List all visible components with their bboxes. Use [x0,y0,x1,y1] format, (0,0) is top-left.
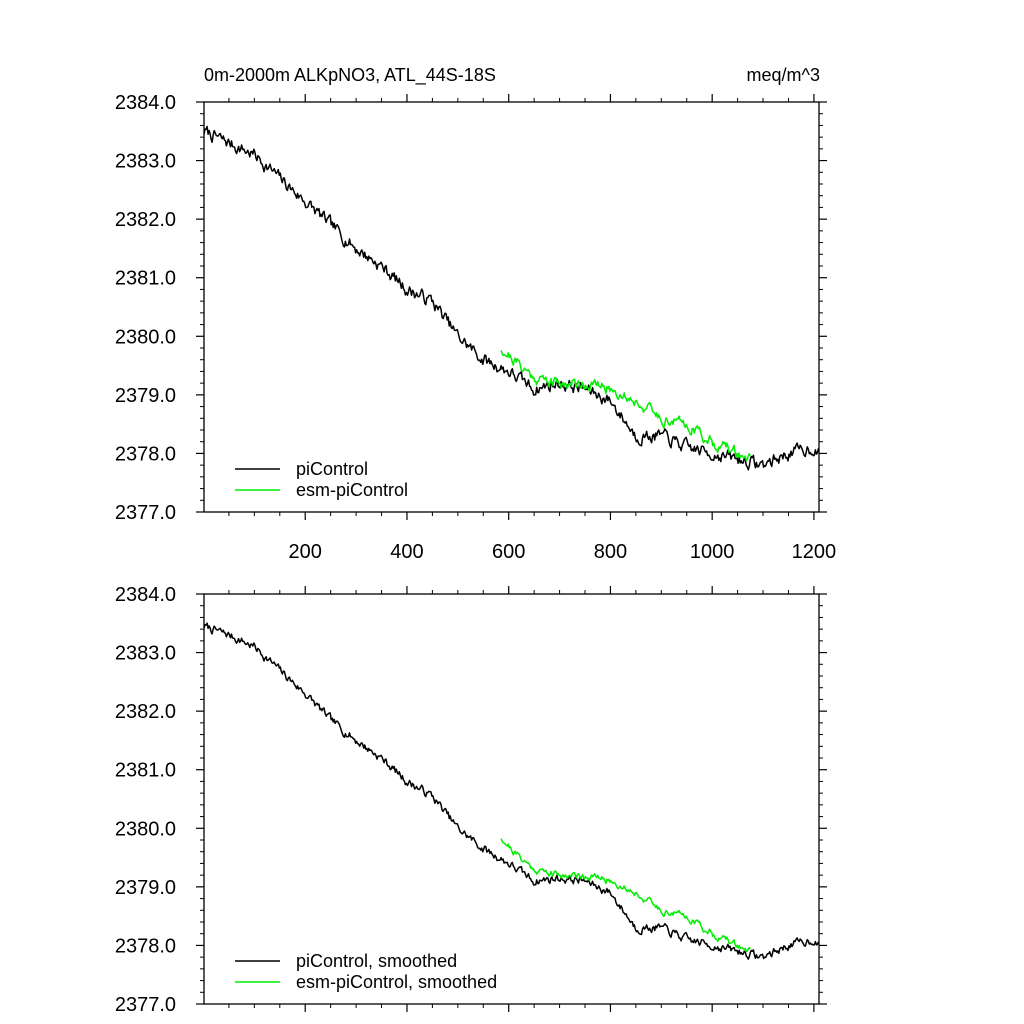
top-legend: piControl esm-piControl [235,459,408,500]
y-tick-label: 2377.0 [115,994,176,1016]
y-tick-label: 2381.0 [115,760,176,782]
y-tick-label: 2380.0 [115,818,176,840]
chart-units: meq/m^3 [747,65,820,85]
bottom-plot-frame [203,593,820,1005]
x-tick-label: 800 [594,541,627,563]
legend-label-esm-picontrol: esm-piControl [296,480,408,500]
y-tick-label: 2380.0 [115,326,176,348]
bottom-legend: piControl, smoothed esm-piControl, smoot… [235,951,497,992]
series-line-picontrol-smoothed [203,622,820,960]
x-tick-label: 1200 [792,541,837,563]
y-tick-label: 2378.0 [115,443,176,465]
series-line-esm-picontrol [500,350,751,462]
bottom-series [203,622,820,960]
bottom-axes: 2377.0 2378.0 2379.0 2380.0 2381.0 2382.0 2383… [115,584,827,1016]
y-tick-label: 2384.0 [115,92,176,114]
top-panel: 0m-2000m ALKpNO3, ATL_44S-18S meq/m^3 20… [115,65,836,563]
y-tick-label: 2381.0 [115,268,176,290]
y-tick-label: 2383.0 [115,151,176,173]
x-tick-label: 1000 [690,541,735,563]
x-tick-label: 400 [390,541,423,563]
bottom-panel: 2377.0 2378.0 2379.0 2380.0 2381.0 2382.0 2383… [115,584,827,1016]
series-line-picontrol [203,125,820,471]
x-tick-label: 200 [289,541,322,563]
top-axes: 200 400 600 800 1000 1200 2377.0 2378.0 2379.0 23… [115,92,836,563]
chart-title: 0m-2000m ALKpNO3, ATL_44S-18S [204,65,496,86]
y-tick-label: 2379.0 [115,877,176,899]
y-tick-label: 2383.0 [115,643,176,665]
top-plot-frame [203,101,820,513]
y-tick-label: 2378.0 [115,935,176,957]
top-series [203,125,820,471]
y-tick-label: 2384.0 [115,584,176,606]
x-tick-label: 600 [492,541,525,563]
series-line-esm-picontrol-smoothed [500,838,751,953]
legend-label-esm-picontrol-smoothed: esm-piControl, smoothed [296,972,497,992]
y-tick-label: 2382.0 [115,701,176,723]
y-tick-label: 2379.0 [115,385,176,407]
legend-label-picontrol: piControl [296,459,368,479]
legend-label-picontrol-smoothed: piControl, smoothed [296,951,457,971]
y-tick-label: 2377.0 [115,502,176,524]
y-tick-label: 2382.0 [115,209,176,231]
